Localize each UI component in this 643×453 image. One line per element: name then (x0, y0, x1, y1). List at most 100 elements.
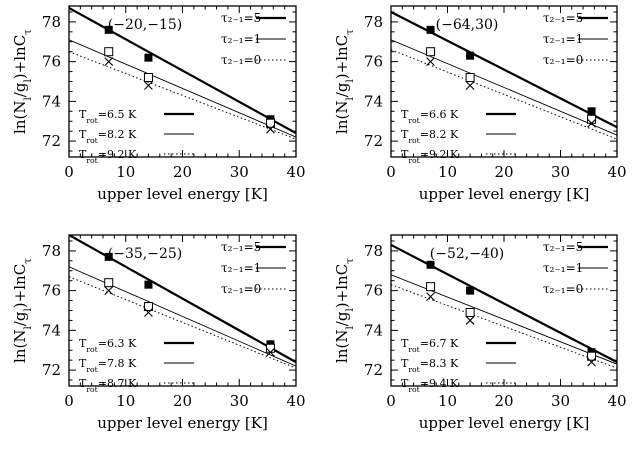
legend-tau-label: τ₂₋₁=1 (221, 261, 261, 275)
data-point-cross (426, 57, 435, 67)
legend-trot-label: Trot​=9.2 K (401, 148, 459, 165)
cross-stroke (144, 308, 153, 317)
data-point-open-square (426, 282, 436, 292)
data-point-cross (587, 118, 596, 128)
data-point-open-square (587, 351, 597, 361)
data-point-open-square (104, 47, 114, 57)
legend-trot-label: Trot​=9.4 K (401, 377, 459, 394)
legend-trot-label: Trot​=8.2 K (401, 128, 459, 145)
cross-stroke (465, 81, 475, 90)
y-tick-label: 74 (364, 321, 383, 339)
panel-position-label: (−52,−40) (430, 246, 504, 262)
y-tick-label: 72 (42, 132, 61, 150)
legend-trot-label: Trot​=6.7 K (401, 337, 459, 354)
cross-stroke (587, 357, 596, 367)
data-point-cross (465, 81, 475, 90)
data-point-cross (144, 81, 153, 90)
data-point-open-square (426, 47, 436, 57)
y-axis-label: ln(Nl​/gl​)+lnCτ​ (333, 258, 356, 363)
data-point-open-square (104, 278, 114, 288)
chart-panel-2: 0 10 20 30 40 72 74 76 78 upper level energy [K] l… (333, 5, 627, 203)
data-point-open-square (265, 118, 275, 128)
data-point-filled-square (466, 286, 475, 295)
x-tick-label: 10 (438, 392, 457, 410)
legend-tau-label: τ₂₋₁=1 (221, 32, 261, 46)
y-tick-label: 78 (42, 242, 61, 260)
data-point-filled-square (104, 25, 113, 34)
data-point-cross (104, 286, 114, 296)
cross-stroke (144, 81, 153, 90)
y-tick-label: 72 (364, 132, 383, 150)
data-point-filled-square (587, 107, 596, 116)
x-tick-label: 0 (64, 163, 74, 181)
y-tick-label: 76 (42, 53, 61, 71)
y-tick-label: 72 (364, 361, 383, 379)
panel-position-label: (−20,−15) (108, 17, 182, 33)
chart-panel-3: 0 10 20 30 40 72 74 76 78 upper level energy [K] l… (11, 234, 306, 432)
x-tick-label: 10 (438, 163, 457, 181)
data-point-open-square (265, 343, 275, 353)
y-tick-label: 78 (42, 13, 61, 31)
x-tick-label: 20 (494, 392, 513, 410)
fit-line-series-3 (69, 51, 296, 140)
x-tick-label: 30 (551, 163, 570, 181)
legend-trot-label: Trot​=8.7 K (79, 377, 137, 394)
cross-stroke (104, 57, 114, 67)
y-tick-label: 72 (42, 361, 61, 379)
legend-tau-label: τ₂₋₁=5 (221, 240, 261, 254)
data-point-cross (465, 316, 475, 325)
x-tick-label: 20 (173, 392, 192, 410)
cross-stroke (465, 316, 475, 325)
x-tick-label: 10 (116, 392, 135, 410)
cross-stroke (587, 118, 596, 128)
data-point-filled-square (144, 53, 153, 62)
y-axis-label: ln(Nl​/gl​)+lnCτ​ (333, 29, 356, 134)
legend-tau-label: τ₂₋₁=0 (543, 282, 583, 296)
cross-stroke (426, 292, 435, 301)
fit-line-series-2 (69, 39, 296, 138)
fit-line-series-3 (391, 284, 617, 369)
data-point-cross (266, 347, 275, 357)
x-tick-label: 20 (494, 163, 513, 181)
data-point-open-square (465, 307, 475, 317)
legend-tau-label: τ₂₋₁=0 (543, 53, 583, 67)
data-point-cross (144, 308, 153, 317)
x-axis-label: upper level energy [K] (97, 414, 268, 432)
x-tick-label: 0 (386, 163, 396, 181)
legend-trot-label: Trot​=8.3 K (401, 357, 459, 374)
x-tick-label: 0 (64, 392, 74, 410)
legend-trot-label: Trot​=8.2 K (79, 128, 137, 145)
legend-tau-label: τ₂₋₁=5 (221, 11, 261, 25)
x-tick-label: 10 (116, 163, 135, 181)
x-tick-label: 30 (230, 392, 249, 410)
y-tick-label: 76 (364, 53, 383, 71)
panel-position-label: (−64,30) (436, 17, 499, 33)
cross-stroke (266, 347, 275, 357)
panel-position-label: (−35,−25) (108, 246, 182, 262)
data-point-filled-square (426, 260, 435, 269)
x-tick-label: 40 (286, 163, 305, 181)
data-point-cross (587, 357, 596, 367)
legend-trot-label: Trot​=6.5 K (79, 108, 137, 125)
y-tick-label: 76 (42, 282, 61, 300)
x-tick-label: 40 (607, 392, 626, 410)
y-tick-label: 74 (42, 92, 61, 110)
y-tick-label: 74 (364, 92, 383, 110)
y-tick-label: 76 (364, 282, 383, 300)
x-axis-label: upper level energy [K] (97, 185, 268, 203)
chart-panel-1: 0 10 20 30 40 72 74 76 78 upper level energy [K] l… (11, 5, 306, 203)
data-point-open-square (143, 73, 153, 83)
legend-trot-label: Trot​=6.3 K (79, 337, 137, 354)
cross-stroke (426, 57, 435, 67)
x-axis-label: upper level energy [K] (419, 414, 590, 432)
legend-tau-label: τ₂₋₁=0 (221, 282, 261, 296)
chart-panel-4: 0 10 20 30 40 72 74 76 78 upper level energy [K] l… (333, 234, 627, 432)
x-tick-label: 20 (173, 163, 192, 181)
fit-line-series-3 (391, 49, 617, 140)
legend-trot-label: Trot​=6.6 K (401, 108, 459, 125)
data-point-filled-square (466, 51, 475, 60)
fit-line-series-2 (69, 266, 296, 367)
cross-stroke (104, 286, 114, 296)
legend-tau-label: τ₂₋₁=5 (543, 240, 583, 254)
